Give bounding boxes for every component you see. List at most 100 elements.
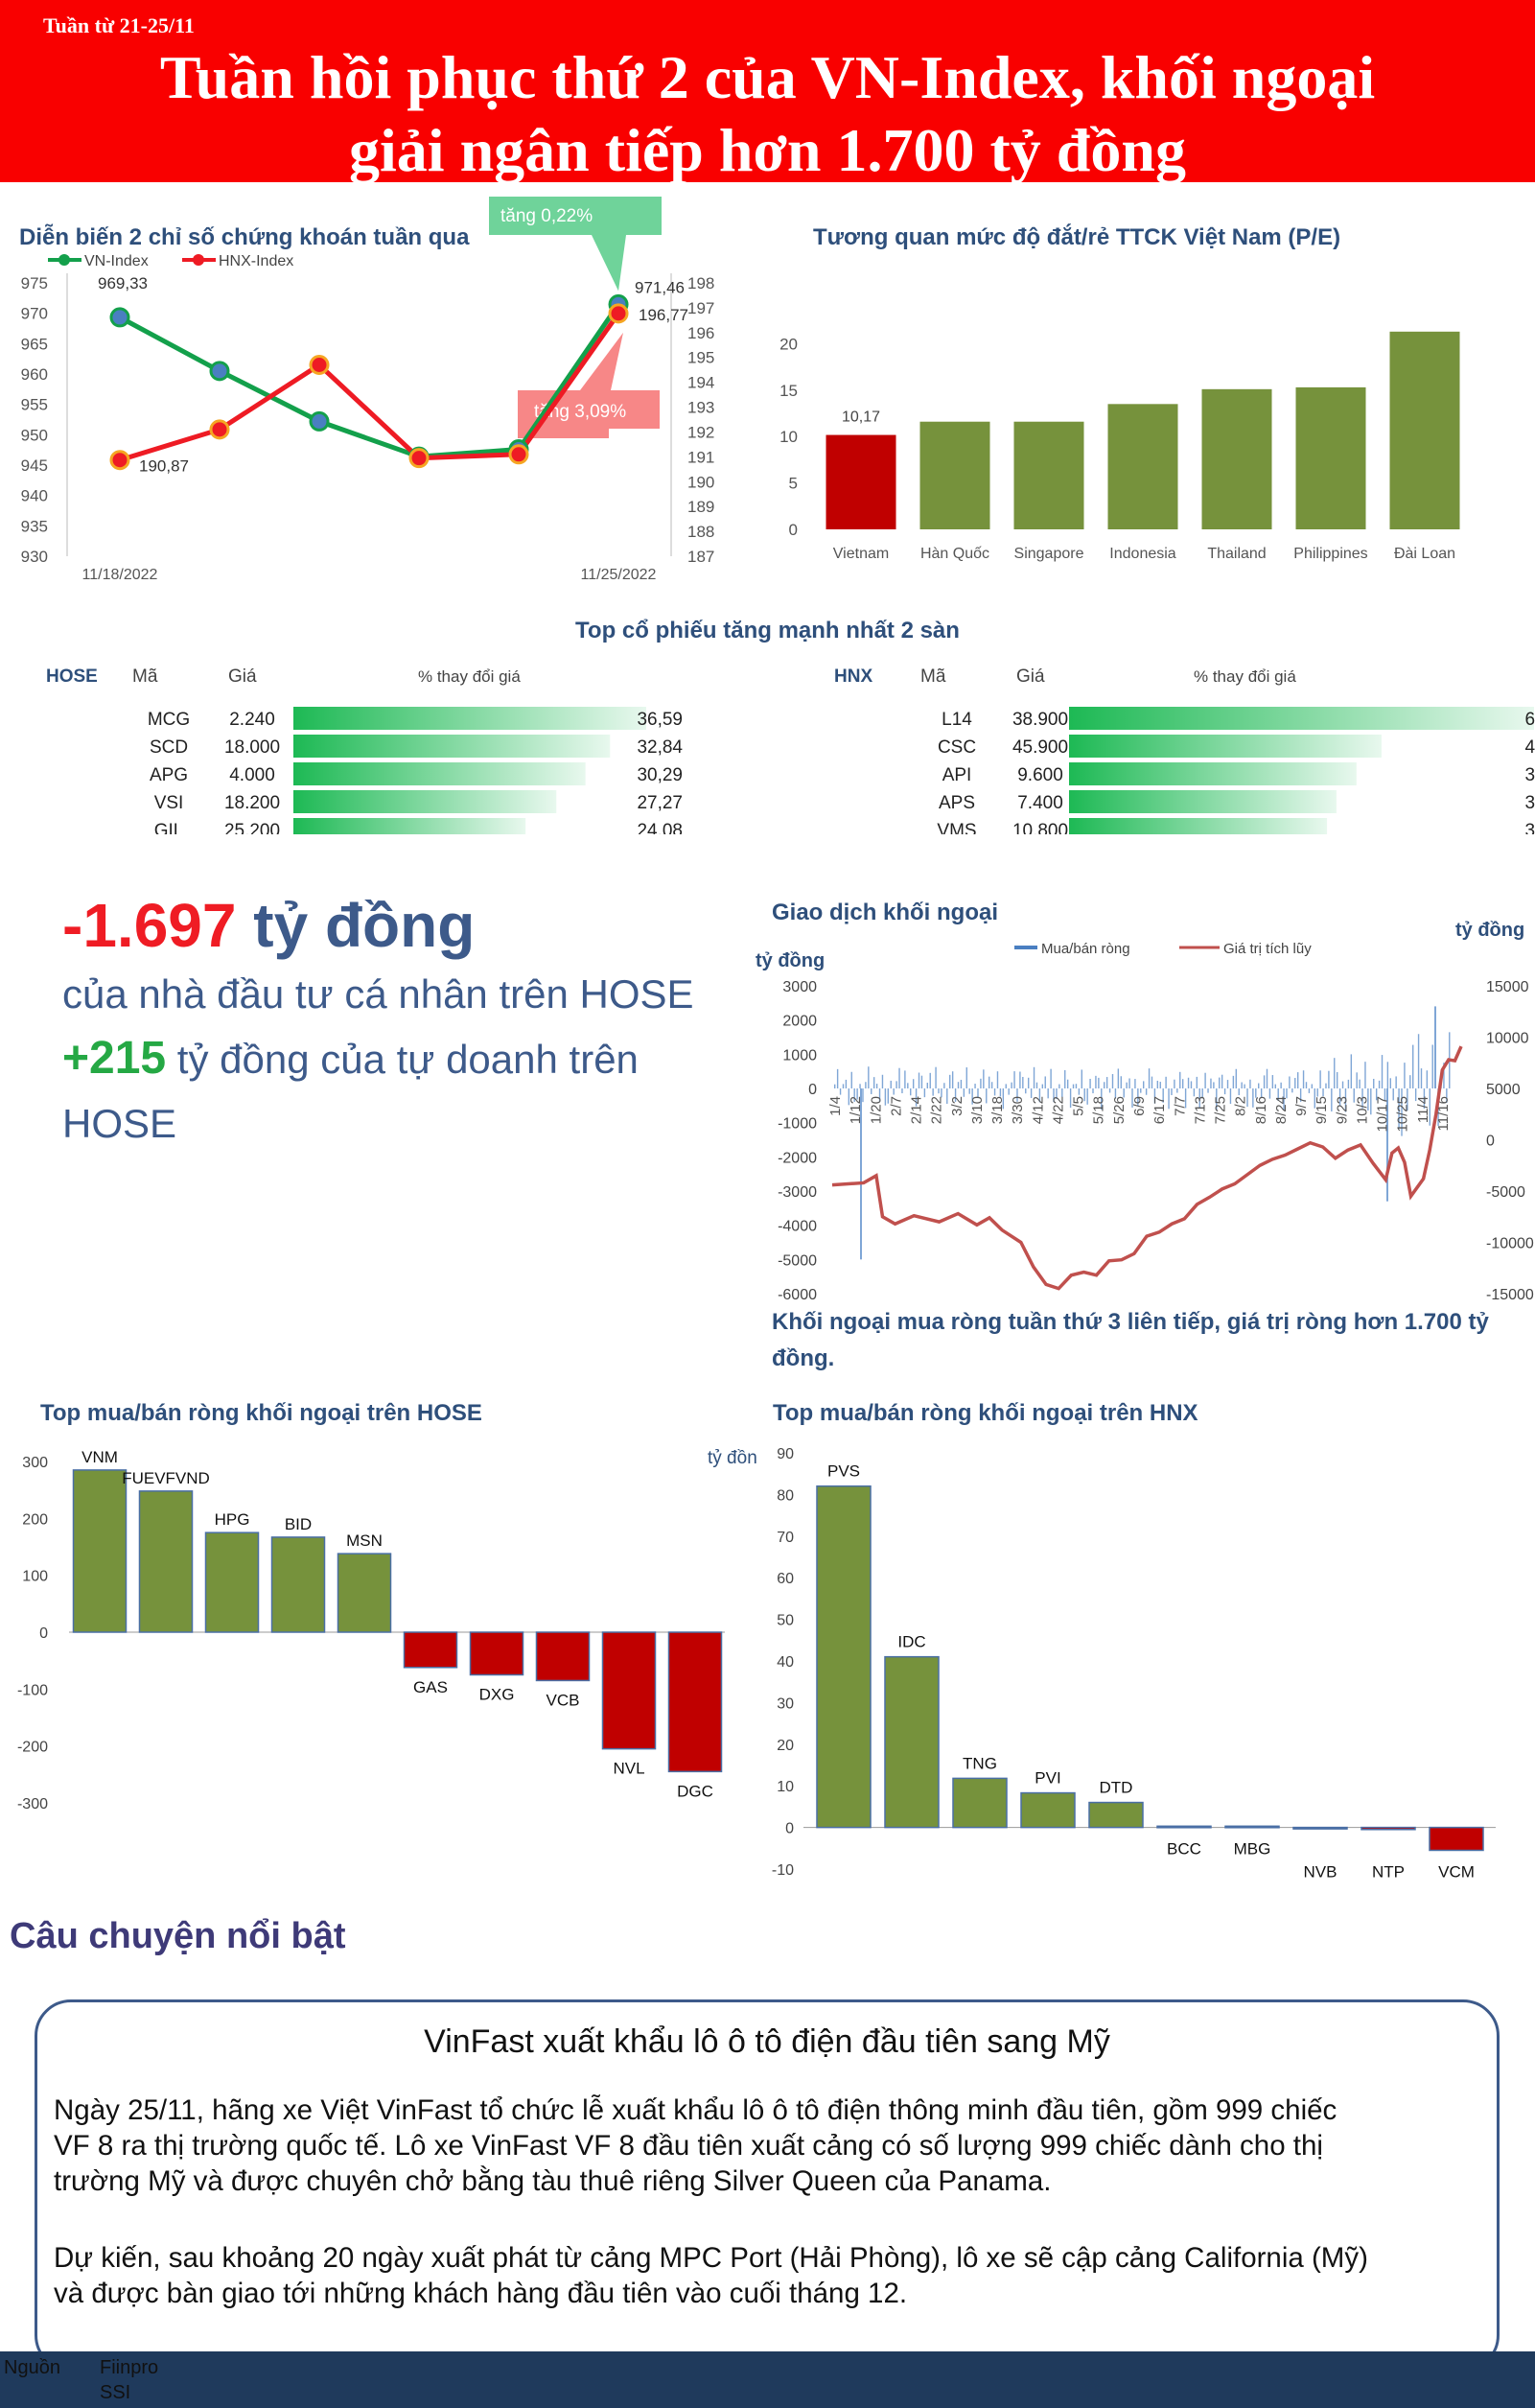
foreign-net-bar — [1216, 1088, 1218, 1110]
foreign-net-bar — [1104, 1082, 1105, 1088]
foreign-x-tick: 2/22 — [929, 1096, 945, 1124]
foreign-net-bar — [1126, 1082, 1128, 1088]
foreign-net-bar — [1381, 1055, 1384, 1088]
story-headline: VinFast xuất khẩu lô ô tô điện đầu tiên … — [424, 2023, 1110, 2060]
hose-col-change: % thay đổi giá — [418, 667, 521, 686]
foreign-net-bar — [1033, 1066, 1035, 1088]
hnx-col-change: % thay đổi giá — [1194, 667, 1296, 686]
foreign-net-bar — [996, 1071, 999, 1088]
foreign-net-bar — [1083, 1088, 1085, 1102]
foreign-net-bar — [1344, 1088, 1347, 1112]
hnx-bar — [884, 1655, 940, 1829]
foreign-net-bar — [1255, 1088, 1257, 1098]
hose-row-bar — [293, 762, 586, 785]
index-x-tick: 11/18/2022 — [82, 567, 158, 583]
index-chart-title: Diễn biến 2 chỉ số chứng khoán tuần qua — [19, 224, 470, 250]
hnx-index-point — [508, 444, 529, 465]
foreign-net-bar — [1223, 1088, 1226, 1095]
foreign-net-bar — [960, 1080, 963, 1088]
foreign-net-bar — [988, 1076, 990, 1088]
foreign-net-bar — [1058, 1084, 1060, 1088]
foreign-x-tick: 3/18 — [989, 1096, 1006, 1124]
foreign-x-tick: 2/7 — [888, 1096, 904, 1116]
foreign-net-bar — [1050, 1068, 1052, 1088]
hnx-row-bar — [1069, 762, 1357, 785]
foreign-x-tick: 1/12 — [848, 1096, 864, 1124]
hnx-y-tick: 50 — [777, 1613, 794, 1629]
foreign-net-bar — [923, 1088, 926, 1098]
hnx-y-tick: 60 — [777, 1571, 794, 1587]
page-title-line-1: Tuần hồi phục thứ 2 của VN-Index, khối n… — [159, 43, 1376, 111]
hnx-row-change: 40,37 — [1524, 737, 1535, 758]
hnx-index-point — [309, 355, 330, 375]
foreign-net-bar — [1314, 1088, 1315, 1109]
foreign-net-bar — [1221, 1074, 1223, 1088]
pe-bar — [919, 421, 990, 529]
hnx-bar-label: PVI — [1035, 1769, 1060, 1788]
hnx-row-price: 38.900 — [1012, 710, 1068, 730]
foreign-net-bar — [907, 1083, 909, 1088]
hnx-row-price: 9.600 — [1017, 765, 1063, 785]
foreign-net-bar — [887, 1088, 890, 1104]
foreign-net-bar — [943, 1083, 945, 1088]
hose-row-code: SCD — [150, 737, 188, 758]
foreign-net-bar — [1277, 1088, 1279, 1101]
hnx-row-code: VMS — [937, 821, 976, 834]
foreign-net-bar — [1111, 1074, 1114, 1088]
foreign-right-tick: 15000 — [1486, 979, 1529, 995]
pe-y-tick: 10 — [779, 428, 798, 446]
story-p1-line-1: Ngày 25/11, hãng xe Việt VinFast tổ chức… — [54, 2094, 1337, 2126]
foreign-net-bar — [980, 1078, 982, 1088]
foreign-chart: tỷ đồng tỷ đồng -6000 -5000 -4000 -3000 -2000 -… — [756, 920, 1534, 1303]
foreign-right-tick: -15000 — [1486, 1287, 1534, 1303]
foreign-net-bar — [1229, 1088, 1232, 1105]
foreign-net-bar — [1378, 1080, 1381, 1088]
foreign-net-bar — [1386, 1062, 1389, 1088]
hose-col-price: Giá — [228, 666, 257, 687]
foreign-net-bar — [1370, 1088, 1372, 1115]
retail-flow: -1.697 tỷ đồng — [62, 890, 475, 961]
hnx-row-code: APS — [939, 793, 975, 813]
index-right-tick: 197 — [687, 299, 714, 317]
foreign-net-bar — [1092, 1088, 1094, 1094]
hnx-market-label: HNX — [834, 666, 872, 687]
foreign-net-bar — [875, 1084, 878, 1088]
foreign-net-bar — [1401, 1088, 1403, 1136]
index-right-tick: 195 — [687, 349, 714, 367]
hose-row-change: 27,27 — [637, 793, 683, 813]
foreign-net-bar — [1219, 1077, 1221, 1088]
foreign-x-tick: 11/4 — [1415, 1096, 1431, 1123]
foreign-left-tick: -5000 — [778, 1252, 817, 1269]
hnx-callout-pointer — [580, 332, 623, 390]
hose-row-bar — [293, 818, 526, 834]
foreign-net-bar — [1328, 1070, 1330, 1088]
foreign-net-bar — [1128, 1078, 1130, 1088]
foreign-right-tick: 5000 — [1486, 1082, 1521, 1098]
index-left-tick: 950 — [21, 426, 48, 444]
foreign-left-unit: tỷ đồng — [756, 950, 825, 971]
retail-value: -1.697 — [62, 891, 237, 960]
foreign-x-tick: 8/16 — [1253, 1096, 1269, 1124]
foreign-net-bar — [1286, 1088, 1288, 1099]
pe-chart: 0 5 10 15 20 Vietnam Hàn Quốc Singapore Indonesi… — [779, 331, 1460, 562]
vn-index-line — [118, 303, 621, 459]
hose-bar — [138, 1490, 194, 1633]
legend-net-swatch — [1014, 946, 1037, 949]
foreign-net-bar — [1404, 1063, 1406, 1088]
foreign-net-bar — [1260, 1088, 1263, 1098]
foreign-net-bar — [920, 1075, 923, 1088]
foreign-net-bar — [1159, 1082, 1161, 1088]
foreign-net-bar — [1289, 1076, 1291, 1088]
hose-bar-label: GAS — [413, 1678, 448, 1696]
foreign-net-bar — [965, 1067, 967, 1088]
foreign-net-bar — [935, 1066, 937, 1088]
legend-cum-label: Giá trị tích lũy — [1223, 941, 1312, 957]
foreign-net-bar — [1196, 1076, 1198, 1088]
foreign-right-tick: -10000 — [1486, 1236, 1534, 1252]
hnx-bar-label: NVB — [1304, 1863, 1337, 1882]
foreign-net-bar — [1002, 1088, 1005, 1110]
hnx-bar — [1429, 1826, 1484, 1852]
pe-x-label: Singapore — [1014, 546, 1084, 562]
foreign-net-bar — [1395, 1076, 1397, 1088]
hose-bar-label: FUEVFVND — [122, 1469, 210, 1487]
